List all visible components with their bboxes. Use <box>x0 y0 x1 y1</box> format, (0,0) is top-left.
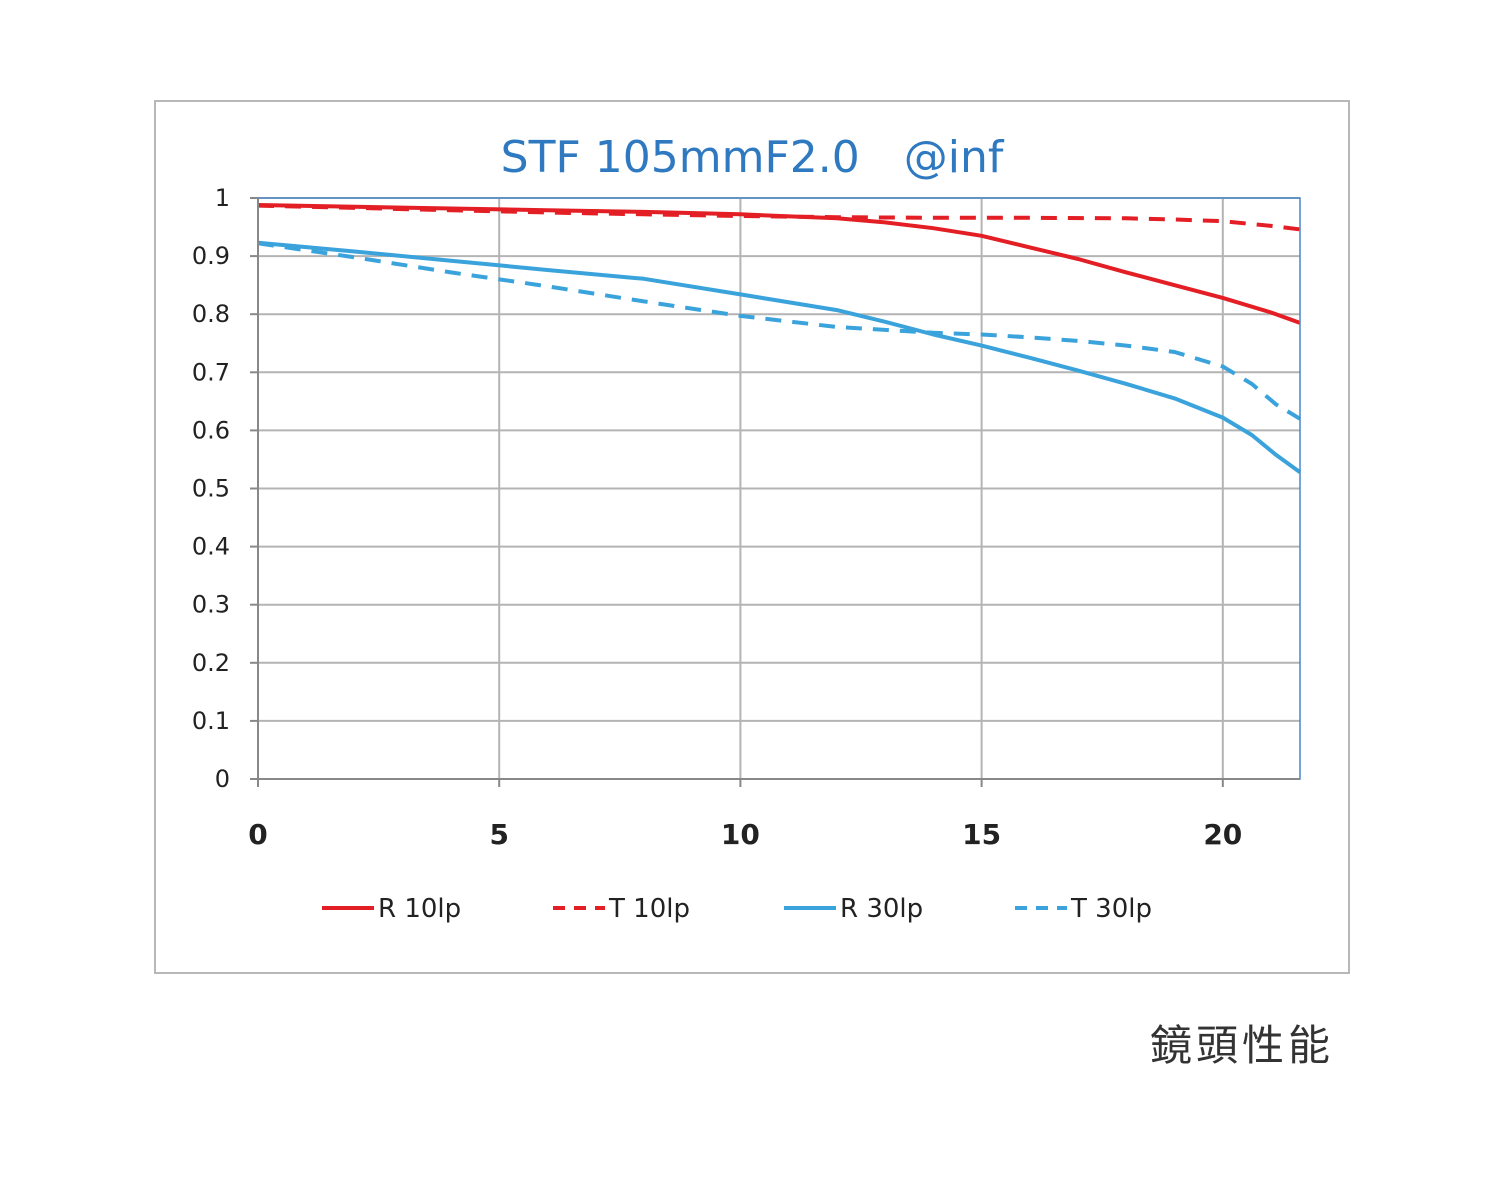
y-tick-label: 0.8 <box>192 300 230 328</box>
x-tick-label: 0 <box>248 818 267 851</box>
x-tick-label: 15 <box>962 818 1001 851</box>
legend-label: R 30lp <box>840 894 923 924</box>
series-line-t-10lp <box>257 203 1301 232</box>
legend: R 10lp T 10lp R 30lp T 30lp <box>322 894 1152 924</box>
y-tick-label: 0.9 <box>192 242 230 270</box>
y-tick-label: 0.4 <box>192 533 230 561</box>
x-tick-label: 20 <box>1203 818 1242 851</box>
axes: 00.10.20.30.40.50.60.70.80.910 5 10 15 20 <box>192 184 1301 851</box>
series-line-r-10lp <box>257 203 1301 325</box>
series-lines <box>257 203 1302 474</box>
y-tick-label: 0.2 <box>192 649 230 677</box>
legend-label: T 30lp <box>1070 894 1152 924</box>
x-tick-label: 5 <box>489 818 508 851</box>
series-line-t-30lp <box>257 241 1302 421</box>
y-tick-label: 0.5 <box>192 475 230 503</box>
y-tick-label: 1 <box>215 184 230 212</box>
y-tick-label: 0.3 <box>192 591 230 619</box>
y-tick-label: 0.1 <box>192 707 230 735</box>
x-tick-label: 10 <box>721 818 760 851</box>
caption: 鏡頭性能 <box>1150 1021 1335 1070</box>
legend-label: T 10lp <box>608 894 690 924</box>
chart-title: STF 105mmF2.0 @inf <box>501 132 1005 183</box>
chart-frame: STF 105mmF2.0 @inf 0 0.1 0.2 0.3 0.4 0.5 0.6 0.… <box>154 100 1350 974</box>
y-tick-label: 0 <box>215 765 230 793</box>
mtf-chart: STF 105mmF2.0 @inf 0 0.1 0.2 0.3 0.4 0.5 0.6 0.… <box>192 132 1302 924</box>
legend-label: R 10lp <box>378 894 461 924</box>
series-line-r-30lp <box>257 240 1302 474</box>
y-tick-label: 0.7 <box>192 358 230 386</box>
grid <box>257 197 1300 780</box>
y-tick-label: 0.6 <box>192 416 230 444</box>
